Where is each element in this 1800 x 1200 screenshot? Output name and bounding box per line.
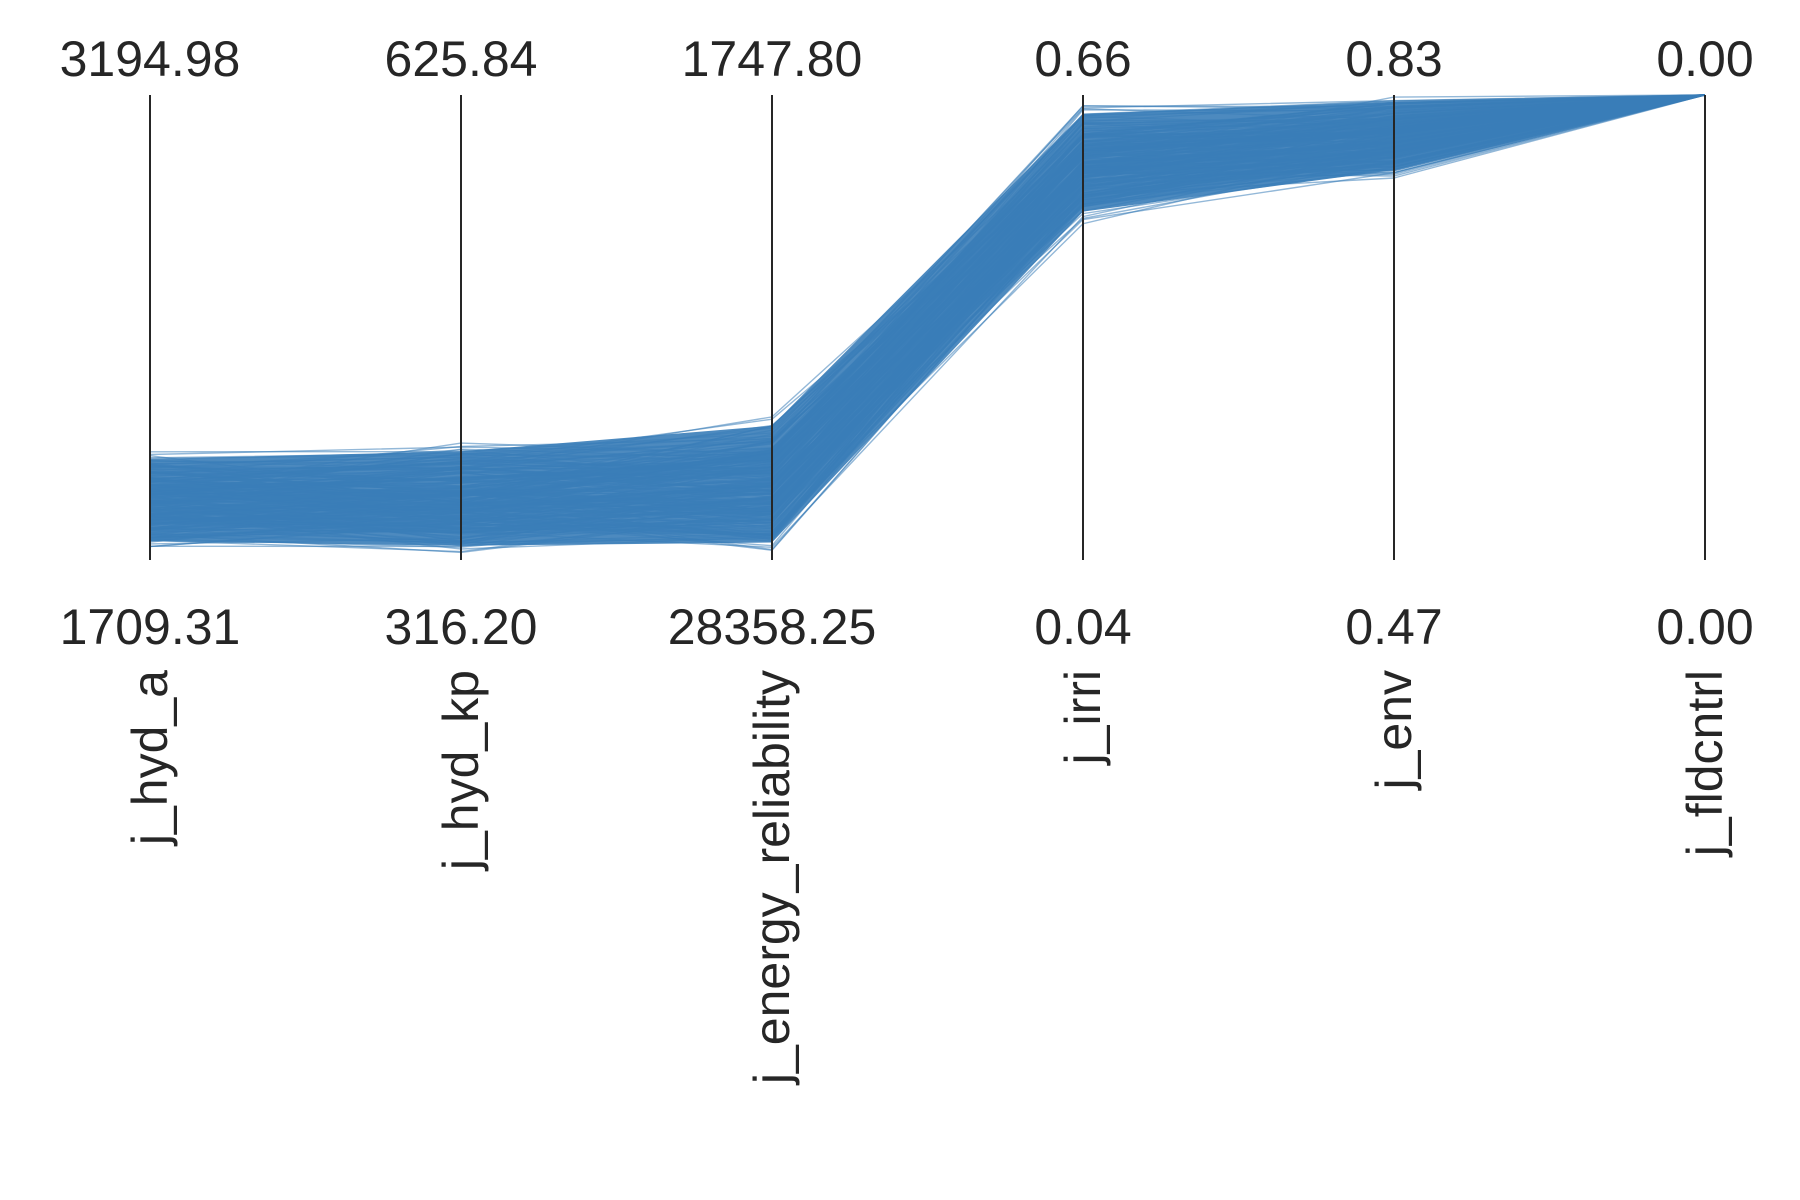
axis-bottom-value: 316.20: [385, 599, 538, 655]
axis-label: j_fldcntrl: [1677, 670, 1733, 858]
axis-bottom-value: 1709.31: [60, 599, 241, 655]
axis-bottom-value: 0.04: [1034, 599, 1131, 655]
axis-label: j_env: [1366, 670, 1422, 792]
axis-label: j_energy_reliability: [744, 670, 800, 1086]
series-lines: [149, 94, 1706, 554]
axis-top-value: 625.84: [385, 31, 538, 87]
axis-labels: 3194.98 1709.31 j_hyd_a 625.84 316.20 j_hyd_k…: [60, 31, 1754, 1086]
axis-label: j_hyd_kp: [433, 670, 489, 872]
axis-top-value: 3194.98: [60, 31, 241, 87]
axis-top-value: 0.00: [1656, 31, 1753, 87]
axis-bottom-value: 0.00: [1656, 599, 1753, 655]
axis-bottom-value: 28358.25: [668, 599, 877, 655]
axis-top-value: 0.83: [1345, 31, 1442, 87]
axis-label: j_irri: [1055, 670, 1111, 766]
axis-top-value: 1747.80: [682, 31, 863, 87]
series-band: [150, 95, 1705, 546]
axes: [149, 95, 1706, 560]
axis-top-value: 0.66: [1034, 31, 1131, 87]
axis-label: j_hyd_a: [122, 670, 178, 847]
axis-bottom-value: 0.47: [1345, 599, 1442, 655]
